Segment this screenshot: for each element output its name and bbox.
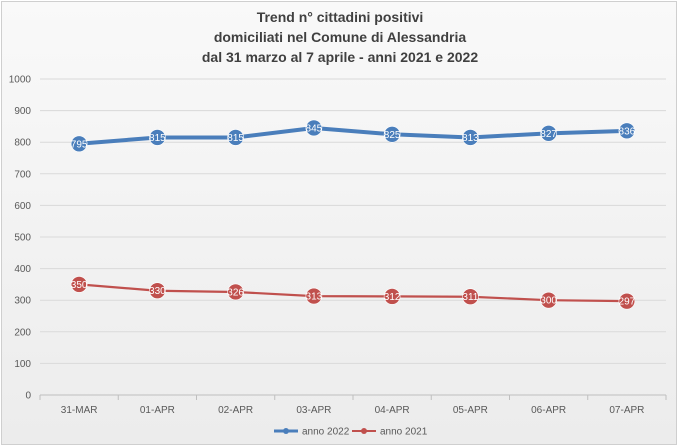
y-tick-label: 0 (25, 391, 31, 402)
data-label: 795 (71, 139, 88, 150)
data-label: 350 (71, 280, 88, 291)
data-label: 825 (384, 130, 401, 141)
data-point (540, 291, 557, 309)
data-label: 300 (540, 296, 557, 307)
y-tick-label: 200 (14, 327, 31, 338)
y-axis-ticks: 0 100 200 300 400 500 600 700 800 900 1000 (9, 75, 32, 402)
legend-label: anno 2021 (380, 427, 428, 438)
series-2022: 795 815 815 845 825 813 827 836 (70, 119, 636, 153)
x-tick-label: 02-APR (218, 405, 253, 416)
x-tick-label: 05-APR (453, 405, 488, 416)
y-tick-label: 400 (14, 264, 31, 275)
data-point (149, 129, 166, 146)
data-label: 313 (306, 292, 323, 303)
data-point (540, 125, 557, 142)
y-tick-label: 900 (14, 106, 31, 117)
y-tick-label: 800 (14, 138, 31, 149)
data-point (149, 282, 166, 300)
legend-swatch-marker (283, 428, 289, 434)
data-label: 815 (227, 133, 244, 144)
legend: anno 2022 anno 2021 (274, 427, 428, 438)
data-point (305, 287, 323, 305)
data-label: 330 (149, 286, 166, 297)
x-tick-label: 04-APR (375, 405, 410, 416)
data-point (70, 135, 88, 153)
y-tick-label: 700 (14, 169, 31, 180)
data-point (70, 276, 88, 293)
series-2021: 350 330 326 313 312 311 300 297 (70, 276, 636, 310)
data-label: 813 (462, 133, 479, 144)
gridlines (40, 78, 666, 396)
data-label: 827 (540, 129, 557, 140)
chart-title-line-2: domiciliati nel Comune di Alessandria (214, 29, 467, 45)
y-tick-label: 100 (14, 359, 31, 370)
x-tick-label: 03-APR (296, 405, 331, 416)
x-axis-ticks: 31-MAR 01-APR 02-APR 03-APR 04-APR 05-APR 06-A… (39, 395, 667, 416)
data-point (305, 119, 323, 137)
x-tick-label: 01-APR (140, 405, 175, 416)
data-label: 311 (462, 292, 478, 303)
y-tick-label: 500 (14, 233, 31, 244)
y-tick-label: 300 (14, 296, 31, 307)
data-point (618, 292, 636, 310)
data-point (227, 283, 244, 301)
series-line (77, 125, 629, 146)
legend-label: anno 2022 (302, 427, 350, 438)
x-tick-label: 31-MAR (61, 405, 98, 416)
data-point (618, 122, 636, 140)
chart-title-line-1: Trend n° cittadini positivi (257, 9, 424, 25)
y-tick-label: 1000 (9, 75, 32, 86)
data-label: 845 (306, 123, 323, 134)
y-tick-label: 600 (14, 201, 31, 212)
data-point (462, 288, 479, 306)
series-line (78, 283, 628, 303)
data-label: 297 (619, 297, 636, 308)
x-tick-label: 07-APR (609, 405, 644, 416)
data-point (383, 126, 401, 143)
data-point (462, 129, 479, 146)
x-tick-label: 06-APR (531, 405, 566, 416)
data-label: 815 (149, 133, 166, 144)
data-label: 312 (384, 292, 401, 303)
data-label: 326 (227, 287, 244, 298)
chart-title-line-3: dal 31 marzo al 7 aprile - anni 2021 e 2… (202, 49, 478, 65)
chart-title: Trend n° cittadini positivi domiciliati … (202, 9, 478, 65)
data-point (227, 129, 244, 146)
legend-swatch-marker (361, 428, 367, 434)
data-label: 836 (619, 126, 636, 137)
data-point (383, 288, 401, 305)
